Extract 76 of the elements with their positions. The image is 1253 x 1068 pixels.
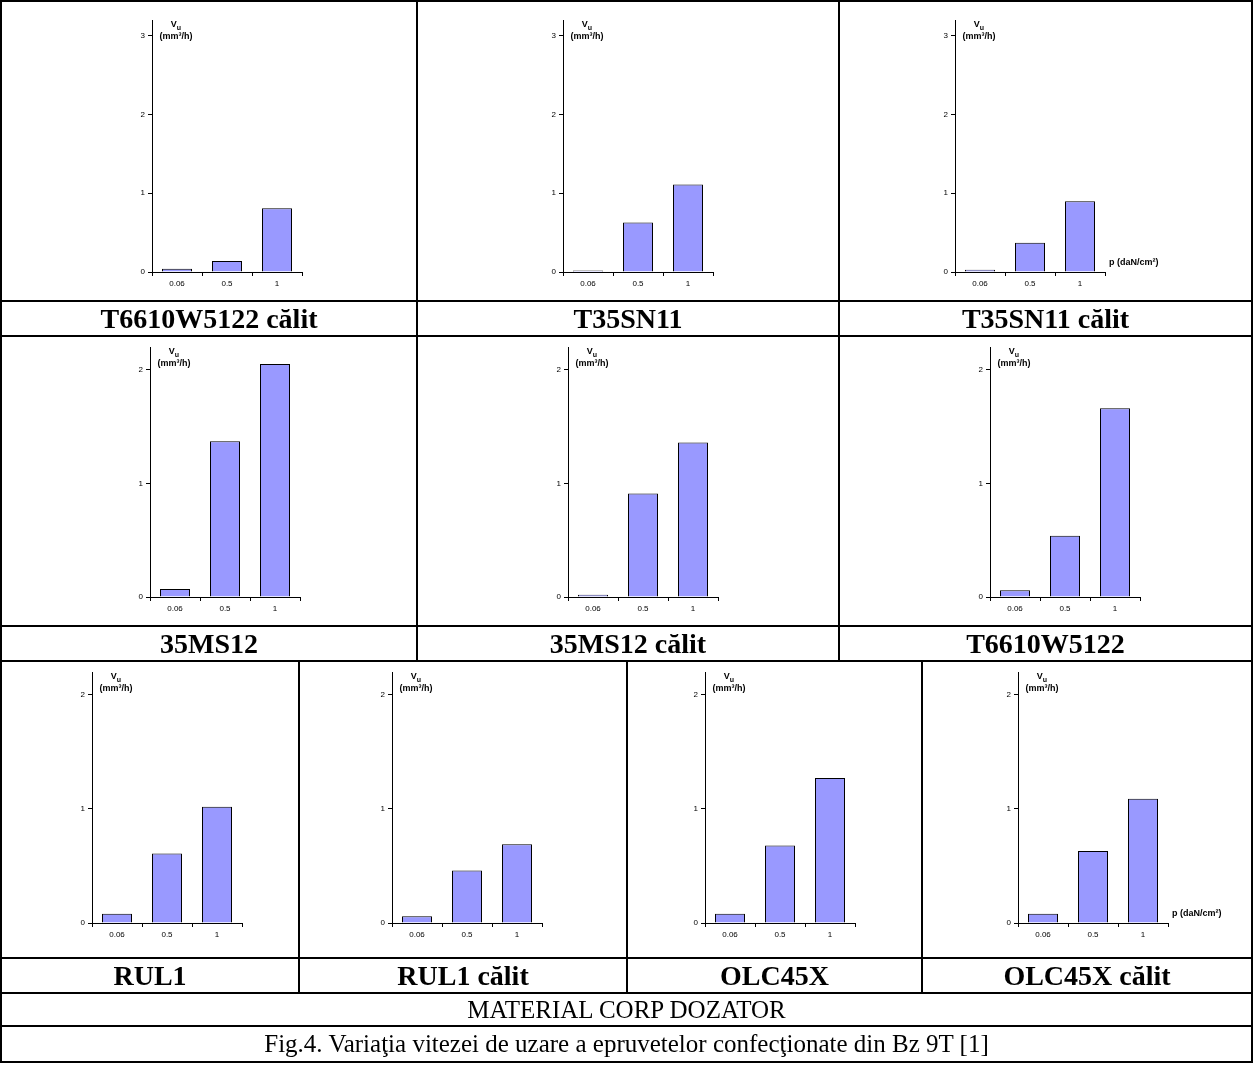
text: T35SN11: [573, 302, 683, 335]
y-tick-label: 0: [693, 918, 699, 928]
x-tick-label: 0.06: [585, 604, 602, 613]
y-tick-label: 1: [978, 478, 984, 488]
x-tick-label: 0.06: [722, 930, 739, 939]
text: RUL1 călit: [397, 959, 529, 992]
x-tick-label: 0.5: [161, 930, 174, 939]
x-axis-title: p (daN/cm²): [1172, 908, 1222, 919]
x-tick-label: 0.06: [169, 279, 186, 288]
text: OLC45X: [720, 959, 829, 992]
text: T6610W5122: [966, 627, 1125, 660]
text: 35MS12: [160, 627, 258, 660]
x-tick-label: 0.5: [632, 279, 645, 288]
text: T6610W5122 călit: [100, 302, 318, 335]
x-tick-label: 0.06: [409, 930, 426, 939]
x-tick-label: 0.06: [1007, 604, 1024, 613]
x-tick-label: 1: [685, 279, 691, 288]
y-tick-label: 0: [138, 592, 144, 602]
y-tick-label: 2: [80, 690, 86, 700]
x-tick-label: 0.06: [972, 279, 989, 288]
x-tick-label: 0.06: [580, 279, 597, 288]
y-tick-label: 0: [380, 918, 386, 928]
x-tick-label: 1: [827, 930, 833, 939]
y-tick-label: 0: [978, 592, 984, 602]
y-tick-label: 1: [551, 188, 557, 198]
text: T35SN11 călit: [961, 302, 1130, 335]
x-tick-label: 0.06: [109, 930, 126, 939]
x-tick-label: 0.5: [221, 279, 234, 288]
y-tick-label: 3: [943, 30, 949, 40]
x-tick-label: 1: [214, 930, 220, 939]
y-tick-label: 2: [380, 690, 386, 700]
caption: Fig.4. Variaţia vitezei de uzare a epruvetelor confecţionate din Bz 9T [1]: [264, 1030, 989, 1058]
y-tick-label: 1: [380, 804, 386, 814]
y-tick-label: 1: [138, 478, 144, 488]
y-tick-label: 1: [556, 478, 562, 488]
y-tick-label: 2: [1006, 690, 1012, 700]
y-tick-label: 1: [1006, 804, 1012, 814]
y-tick-label: 3: [551, 30, 557, 40]
x-tick-label: 1: [1140, 930, 1146, 939]
y-tick-label: 0: [80, 918, 86, 928]
y-tick-label: 2: [551, 109, 557, 119]
x-tick-label: 0.5: [637, 604, 650, 613]
y-tick-label: 0: [551, 267, 557, 277]
text: OLC45X călit: [1003, 959, 1171, 992]
x-tick-label: 0.5: [461, 930, 474, 939]
y-tick-label: 3: [140, 30, 146, 40]
y-tick-label: 2: [556, 364, 562, 374]
x-tick-label: 1: [274, 279, 280, 288]
x-tick-label: 0.5: [1087, 930, 1100, 939]
y-tick-label: 2: [693, 690, 699, 700]
x-axis-title: p (daN/cm²): [1109, 257, 1159, 268]
x-tick-label: 1: [1112, 604, 1118, 613]
x-tick-label: 1: [1077, 279, 1083, 288]
y-tick-label: 2: [138, 364, 144, 374]
x-tick-label: 0.5: [219, 604, 232, 613]
y-tick-label: 2: [140, 109, 146, 119]
x-tick-label: 0.06: [167, 604, 184, 613]
x-tick-label: 0.06: [1035, 930, 1052, 939]
x-tick-label: 1: [514, 930, 520, 939]
y-tick-label: 0: [1006, 918, 1012, 928]
x-tick-label: 0.5: [774, 930, 787, 939]
y-tick-label: 2: [978, 364, 984, 374]
y-tick-label: 0: [140, 267, 146, 277]
text: 35MS12 călit: [549, 627, 707, 660]
text: RUL1: [113, 959, 187, 992]
x-tick-label: 0.5: [1024, 279, 1037, 288]
y-tick-label: 1: [80, 804, 86, 814]
y-tick-label: 1: [693, 804, 699, 814]
y-tick-label: 0: [943, 267, 949, 277]
y-tick-label: 1: [943, 188, 949, 198]
y-tick-label: 1: [140, 188, 146, 198]
x-tick-label: 0.5: [1059, 604, 1072, 613]
y-tick-label: 2: [943, 109, 949, 119]
y-tick-label: 0: [556, 592, 562, 602]
text: MATERIAL CORP DOZATOR: [467, 995, 786, 1024]
x-tick-label: 1: [272, 604, 278, 613]
